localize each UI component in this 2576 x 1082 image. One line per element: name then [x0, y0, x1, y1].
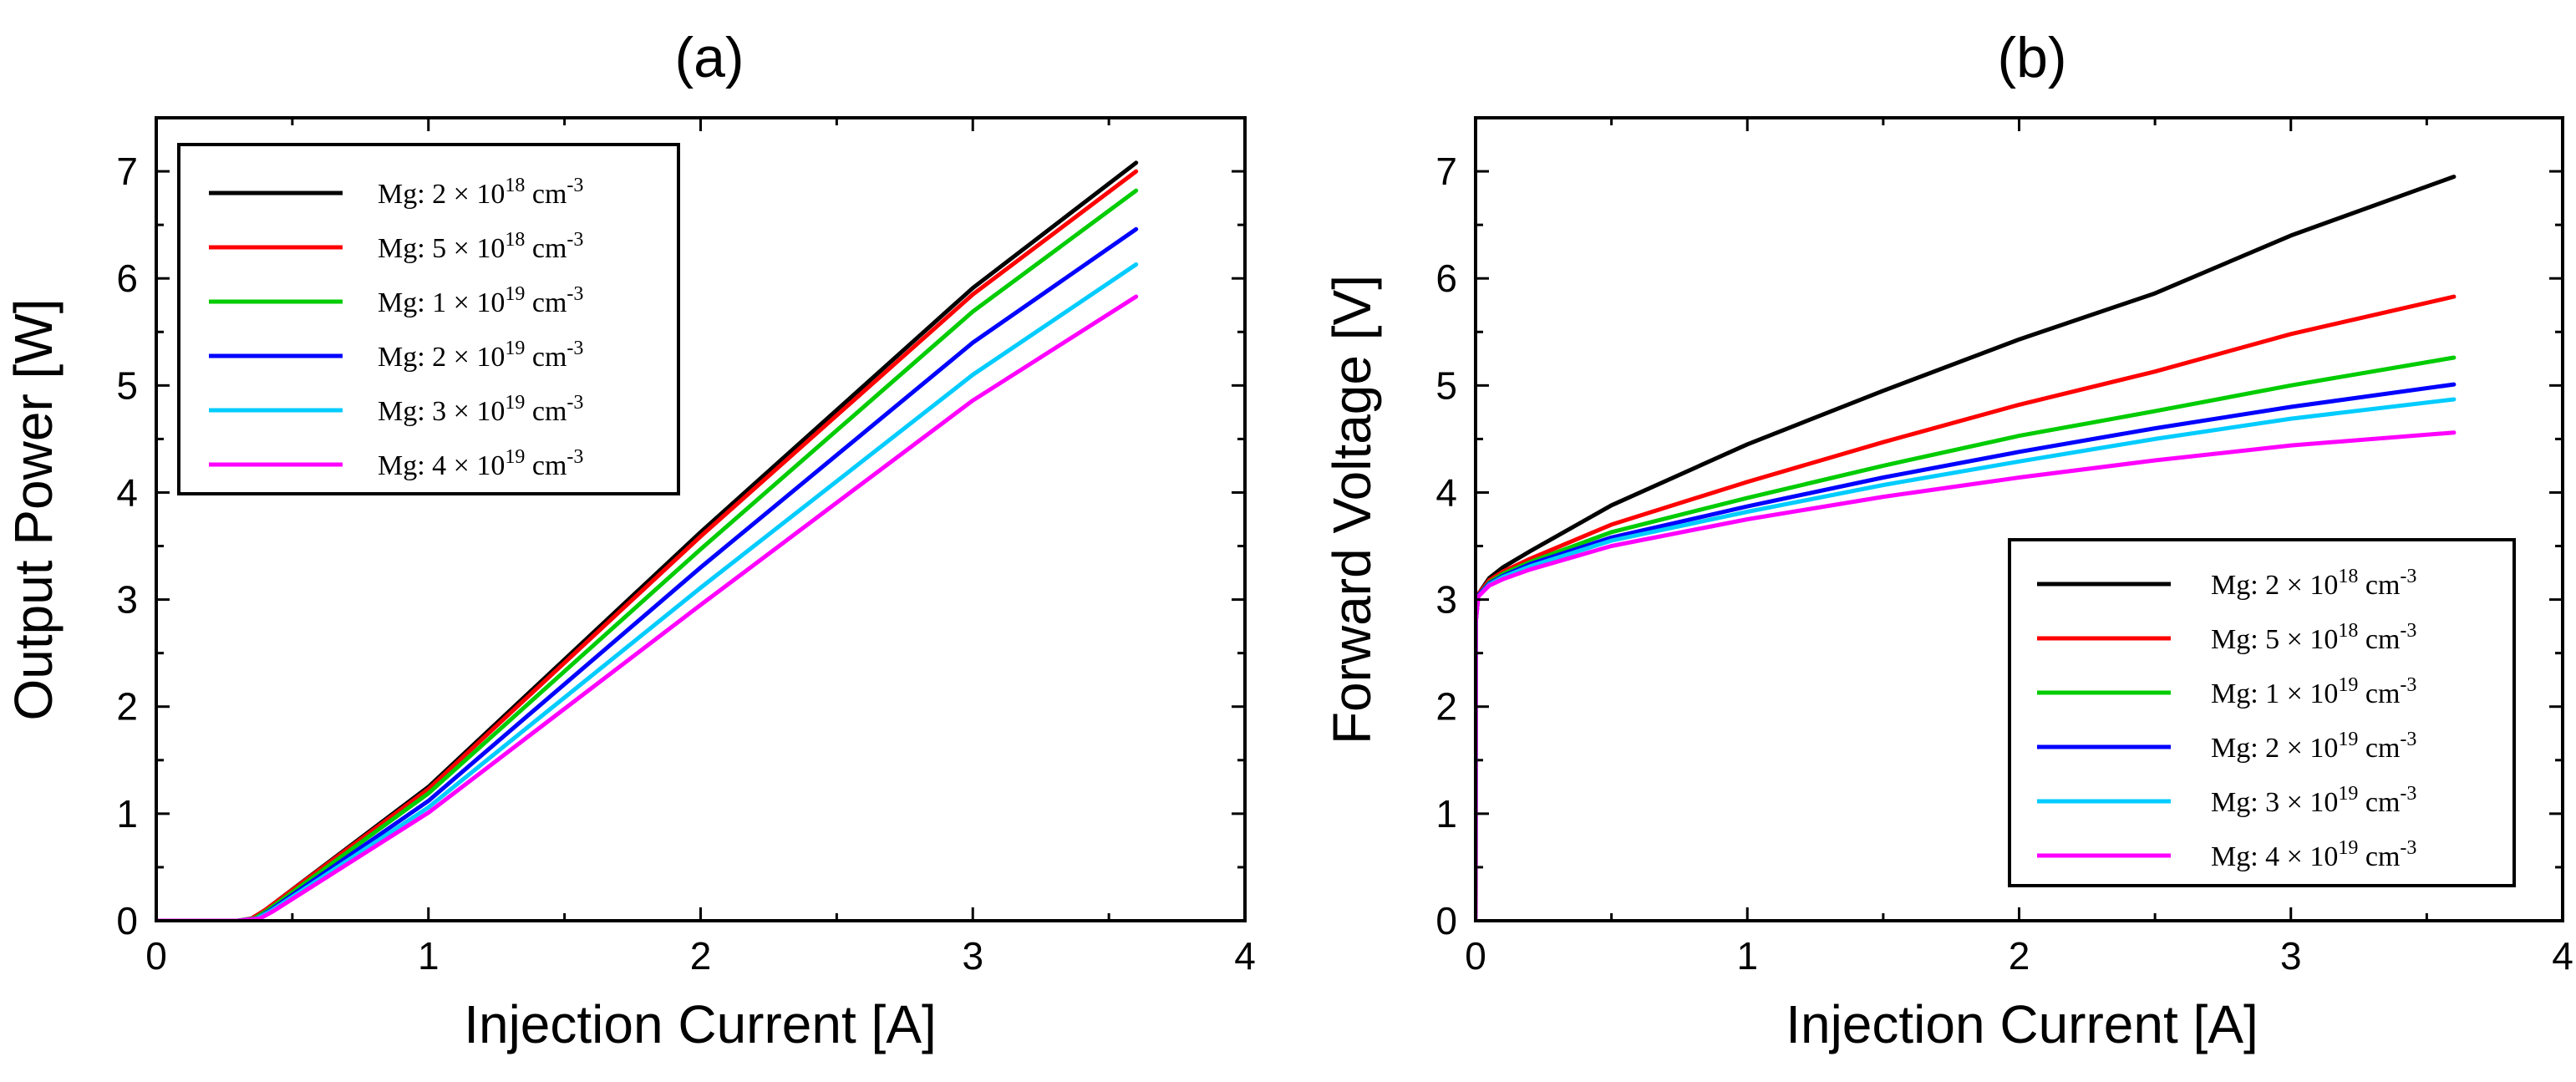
- panel-b-ylabel: Forward Voltage [V]: [1322, 275, 1382, 744]
- panel-b-plot-area: 0 1 2 3 4 0 1 2 3 4 5 6 7 Mg: 2 × 1018 cm-3 Mg: 5 × 10…: [1435, 116, 2573, 978]
- panel-a-xtick-label: 0: [145, 934, 167, 978]
- panel-a-ytick-label: 4: [116, 470, 138, 514]
- panel-a-ytick-label: 0: [116, 899, 138, 942]
- panel-b-ytick-label: 1: [1435, 792, 1457, 836]
- panel-a-legend-label-5: Mg: 3 × 1019 cm-3: [378, 392, 583, 427]
- panel-a-xtick-label: 1: [418, 934, 439, 978]
- panel-b-ytick-label: 2: [1435, 685, 1457, 729]
- panel-b-series-group: [1476, 175, 2457, 921]
- panel-b-legend-label-3: Mg: 1 × 1019 cm-3: [2211, 674, 2416, 709]
- panel-b-ytick-label: 0: [1435, 899, 1457, 942]
- panel-a-ytick-label: 5: [116, 363, 138, 407]
- panel-a-xtick-label: 2: [690, 934, 712, 978]
- panel-a-ytick-label: 1: [116, 792, 138, 836]
- panel-a-ytick-label: 7: [116, 150, 138, 193]
- panel-b-xtick-label: 1: [1736, 934, 1758, 978]
- panel-b: (b) Forward Voltage [V] Injection Curren…: [1322, 26, 2573, 1054]
- panel-a-legend-label-1: Mg: 2 × 1018 cm-3: [378, 175, 583, 210]
- panel-a-legend-label-3: Mg: 1 × 1019 cm-3: [378, 283, 583, 318]
- panel-a-title: (a): [674, 26, 744, 89]
- panel-b-xtick-label: 2: [2009, 934, 2030, 978]
- panel-a-xtick-label: 3: [962, 934, 983, 978]
- panel-a-legend: Mg: 2 × 1018 cm-3 Mg: 5 × 1018 cm-3 Mg: 1 …: [177, 143, 680, 495]
- panel-a-ytick-label: 3: [116, 578, 138, 622]
- panel-a-xlabel: Injection Current [A]: [464, 994, 937, 1054]
- panel-a-plot-area: 0 1 2 3 4 0 1 2 3 4 5 6 7 Mg: 2 × 1018 cm-3 Mg: 5 × 10…: [116, 116, 1256, 978]
- panel-b-legend-label-6: Mg: 4 × 1019 cm-3: [2211, 837, 2416, 872]
- panel-b-title: (b): [1997, 26, 2066, 89]
- panel-a-legend-label-4: Mg: 2 × 1019 cm-3: [378, 338, 583, 373]
- panel-a: (a) Output Power [W] Injection Current […: [3, 26, 1256, 1054]
- panel-a-ytick-label: 6: [116, 257, 138, 300]
- panel-b-legend-label-5: Mg: 3 × 1019 cm-3: [2211, 783, 2416, 818]
- panel-b-legend-box: [2008, 538, 2516, 887]
- panel-a-legend-label-2: Mg: 5 × 1018 cm-3: [378, 229, 583, 264]
- panel-b-legend: Mg: 2 × 1018 cm-3 Mg: 5 × 1018 cm-3 Mg: 1 …: [2008, 538, 2516, 887]
- panel-b-ytick-label: 4: [1435, 470, 1457, 514]
- panel-a-ytick-label: 2: [116, 685, 138, 729]
- panel-b-ytick-label: 3: [1435, 578, 1457, 622]
- panel-b-legend-label-2: Mg: 5 × 1018 cm-3: [2211, 620, 2416, 655]
- panel-a-xtick-label: 4: [1234, 934, 1256, 978]
- panel-b-legend-label-4: Mg: 2 × 1019 cm-3: [2211, 729, 2416, 764]
- panel-b-legend-label-1: Mg: 2 × 1018 cm-3: [2211, 566, 2416, 601]
- panel-a-ylabel: Output Power [W]: [3, 298, 64, 720]
- panel-b-xtick-label: 3: [2280, 934, 2302, 978]
- panel-b-series-line-6: [1476, 430, 2457, 921]
- panel-a-legend-label-6: Mg: 4 × 1019 cm-3: [378, 446, 583, 481]
- panel-b-xtick-label: 4: [2552, 934, 2573, 978]
- panel-b-ytick-label: 5: [1435, 363, 1457, 407]
- panel-b-ytick-label: 6: [1435, 257, 1457, 300]
- panel-a-legend-box: [177, 143, 680, 495]
- panel-b-xtick-label: 0: [1465, 934, 1486, 978]
- panel-b-xlabel: Injection Current [A]: [1786, 994, 2258, 1054]
- panel-b-ytick-label: 7: [1435, 150, 1457, 193]
